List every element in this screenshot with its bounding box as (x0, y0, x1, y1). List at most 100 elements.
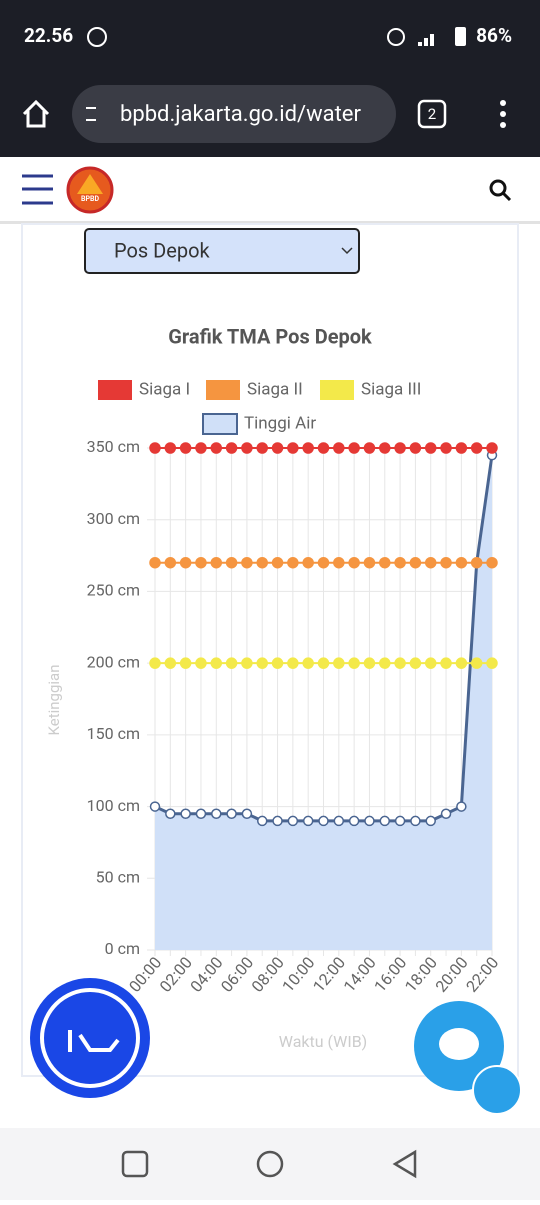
accessibility-ring (40, 988, 140, 1088)
nav-shadow (0, 221, 540, 224)
point (455, 442, 468, 454)
search-handle (501, 191, 512, 202)
point (287, 442, 299, 454)
point (394, 442, 406, 454)
point (333, 657, 345, 669)
point (164, 657, 177, 669)
point (424, 442, 437, 454)
search-icon[interactable] (489, 179, 507, 197)
point (210, 657, 223, 669)
point (440, 808, 452, 819)
point (410, 815, 421, 827)
battery-icon (455, 27, 466, 46)
site-settings-icon[interactable] (86, 107, 96, 121)
point (225, 657, 238, 669)
area (155, 455, 492, 950)
point (241, 808, 253, 819)
point (394, 815, 406, 827)
point (179, 556, 192, 569)
y-axis-label: Ketinggian (45, 665, 63, 736)
point (363, 442, 376, 454)
point (149, 442, 161, 454)
point (486, 657, 498, 669)
point (363, 556, 376, 569)
hamburger[interactable] (22, 174, 53, 205)
url-clip: bpbd.jakarta.go.id/water (120, 102, 361, 127)
point (470, 442, 483, 454)
point (287, 657, 299, 669)
whatsapp-icon (87, 27, 107, 47)
point (287, 815, 299, 827)
signal-icon (418, 34, 434, 46)
legend-label: Siaga III (361, 379, 421, 399)
station-select[interactable] (84, 228, 360, 274)
point (195, 442, 207, 454)
alarm-icon (387, 28, 405, 46)
point (348, 442, 360, 454)
point (455, 556, 468, 569)
accessibility-icon (68, 1030, 120, 1052)
clock: 22.56 (24, 24, 73, 47)
accessibility-button[interactable] (30, 978, 150, 1098)
point (379, 657, 391, 669)
point (364, 815, 375, 827)
logo-triangle (77, 174, 103, 194)
legend-label: Siaga II (247, 379, 303, 399)
point (318, 815, 329, 827)
point (440, 556, 452, 569)
point (348, 556, 360, 569)
home-button[interactable] (22, 99, 50, 128)
point (348, 815, 360, 827)
recents-button[interactable] (121, 1150, 149, 1178)
point (149, 556, 161, 569)
point (363, 657, 376, 669)
point (302, 442, 314, 454)
point (195, 808, 207, 819)
home-system-button[interactable] (256, 1150, 284, 1178)
point (271, 556, 284, 569)
point (256, 556, 268, 569)
point (409, 657, 422, 669)
point (470, 657, 483, 669)
tab-switcher[interactable] (417, 99, 447, 129)
point (271, 657, 284, 669)
legend-swatch (206, 380, 240, 400)
point (210, 556, 223, 569)
point (317, 442, 330, 454)
point (165, 808, 176, 819)
point (333, 815, 345, 827)
point (256, 815, 268, 827)
point (287, 556, 299, 569)
point (225, 442, 238, 454)
point (225, 556, 238, 569)
legend-label: Tinggi Air (244, 413, 316, 433)
call-button[interactable] (472, 1065, 522, 1115)
y-tick-label: 250 cm (87, 581, 140, 600)
point (195, 556, 207, 569)
point (425, 815, 436, 827)
point (317, 556, 330, 569)
chevron (341, 247, 353, 255)
point (409, 442, 422, 454)
point (226, 808, 237, 819)
point (409, 556, 422, 569)
menu-button[interactable] (500, 100, 506, 128)
point (272, 815, 283, 827)
legend-swatch (202, 413, 238, 435)
point (394, 657, 406, 669)
point (486, 442, 498, 454)
point (211, 808, 222, 819)
chart-title: Grafik TMA Pos Depok (168, 324, 372, 348)
point (379, 815, 391, 827)
point (164, 556, 177, 569)
x-axis-label: Waktu (WIB) (279, 1032, 367, 1051)
back-button[interactable] (392, 1149, 417, 1179)
point (348, 657, 360, 669)
point (210, 442, 223, 454)
url-bar[interactable] (72, 85, 396, 143)
point (179, 442, 192, 454)
point (149, 657, 161, 669)
point (271, 442, 284, 454)
